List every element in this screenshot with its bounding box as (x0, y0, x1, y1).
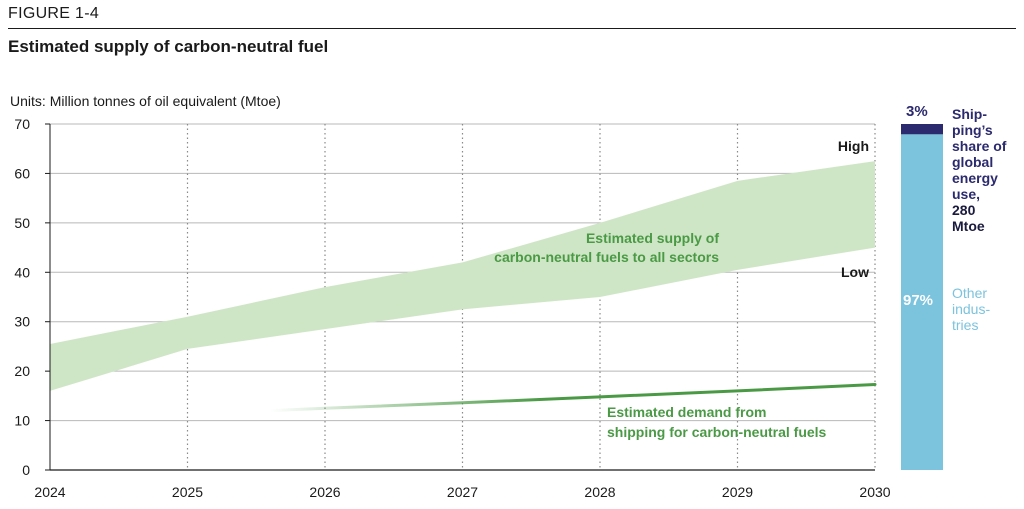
other-industries-segment (901, 134, 943, 470)
shipping-pct-label: 3% (906, 103, 928, 120)
demand-annotation-line1: Estimated demand from (607, 404, 766, 420)
y-tick-label: 70 (14, 116, 30, 132)
y-tick-label: 0 (22, 462, 30, 478)
x-tick-label: 2029 (722, 484, 753, 500)
units-text: Million tonnes of oil equivalent (Mtoe) (49, 93, 281, 109)
demand-line (268, 382, 877, 413)
supply-band-layer (50, 161, 875, 391)
figure-label: FIGURE 1-4 (8, 5, 100, 22)
shipping-label-line: use, (952, 186, 981, 202)
supply-annotation-line1: Estimated supply of (586, 230, 719, 246)
shipping-label-line: energy (952, 170, 998, 186)
low-label: Low (841, 264, 869, 280)
share-bar (901, 124, 943, 470)
shipping-share-segment (901, 124, 943, 135)
other-label-line: Other (952, 285, 988, 301)
shipping-share-label: Ship-ping’s share of global energy use, 280 Mt… (952, 106, 1022, 234)
demand-line-layer (268, 382, 877, 413)
shipping-total-line: Mtoe (952, 218, 985, 234)
units-label: Units: Million tonnes of oil equivalent … (10, 93, 281, 109)
y-tick-label: 10 (14, 413, 30, 429)
y-tick-label: 50 (14, 215, 30, 231)
y-tick-label: 30 (14, 314, 30, 330)
shipping-label-line: global (952, 154, 994, 170)
shipping-label-line: share of (952, 138, 1007, 154)
shipping-label-line: ping’s (952, 122, 993, 138)
supply-annotation-line2: carbon-neutral fuels to all sectors (494, 249, 719, 265)
title-rule (8, 28, 1016, 29)
shipping-total-line: 280 (952, 202, 976, 218)
x-tick-label: 2024 (34, 484, 65, 500)
x-tick-label: 2026 (309, 484, 340, 500)
y-tick-label: 20 (14, 363, 30, 379)
y-tick-label: 40 (14, 264, 30, 280)
shipping-label-line: Ship- (952, 106, 987, 122)
demand-annotation-line2: shipping for carbon-neutral fuels (607, 424, 827, 440)
x-tick-label: 2027 (447, 484, 478, 500)
x-tick-label: 2030 (859, 484, 890, 500)
x-tick-label: 2028 (584, 484, 615, 500)
units-prefix: Units: (10, 93, 46, 109)
other-label-line: tries (952, 317, 979, 333)
other-pct-label: 97% (903, 292, 934, 309)
x-tick-label: 2025 (172, 484, 203, 500)
high-label: High (838, 138, 869, 154)
y-tick-label: 60 (14, 165, 30, 181)
supply-band (50, 161, 875, 391)
grid (50, 123, 876, 470)
chart-title: Estimated supply of carbon-neutral fuel (8, 37, 329, 56)
other-label-line: indus- (952, 301, 991, 317)
annotations: High Low Estimated supply of carbon-neutral… (494, 138, 869, 440)
other-industries-label: Other indus-tries (952, 285, 1022, 333)
